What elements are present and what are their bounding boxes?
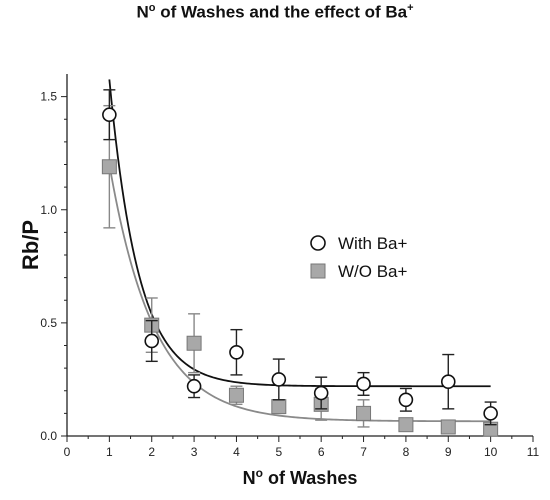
wo-ba-point [228, 387, 244, 403]
y-tick-label: 0.0 [40, 429, 57, 443]
with-ba-point [313, 385, 329, 401]
wo-ba-point [271, 399, 287, 415]
with-ba-point [102, 107, 117, 123]
fit-curve [108, 79, 491, 388]
y-axis-label: Rb/P [18, 219, 43, 271]
fit-curves [108, 79, 491, 423]
x-tick-label: 10 [484, 445, 498, 459]
legend-label: W/O Ba+ [338, 262, 408, 281]
with-ba-point [356, 376, 371, 392]
legend-label: With Ba+ [338, 234, 408, 253]
wo-ba-point [356, 405, 372, 421]
legend-marker-wo-ba [310, 263, 326, 279]
x-tick-label: 1 [106, 445, 113, 459]
x-tick-label: 6 [318, 445, 325, 459]
wo-ba-point [440, 419, 456, 435]
x-tick-label: 5 [275, 445, 282, 459]
wo-ba-point [186, 335, 202, 351]
chart-title: No of Washes and the effect of Ba+ [136, 2, 414, 22]
x-tick-label: 2 [148, 445, 155, 459]
x-tick-label: 11 [527, 445, 540, 459]
with-ba-point [229, 344, 244, 360]
x-tick-label: 9 [445, 445, 452, 459]
fit-curve [108, 164, 491, 423]
y-tick-label: 0.5 [40, 316, 57, 330]
with-ba-point [440, 374, 456, 390]
data-points [101, 89, 499, 437]
with-ba-point [483, 406, 498, 421]
x-tick-label: 4 [233, 445, 240, 459]
x-tick-label: 3 [191, 445, 198, 459]
x-tick-label: 8 [403, 445, 410, 459]
x-tick-label: 0 [64, 445, 71, 459]
y-tick-label: 1.5 [40, 90, 57, 104]
wo-ba-point [101, 159, 117, 175]
axes: 0 1 2 3 4 5 6 7 8 9 10 11 0.0 0.5 1.0 1.5 [40, 74, 540, 459]
with-ba-point [398, 392, 414, 408]
with-ba-point [186, 378, 202, 394]
legend: With Ba+ W/O Ba+ [310, 234, 408, 281]
with-ba-point [144, 333, 160, 349]
wo-ba-point [398, 417, 414, 433]
legend-marker-with-ba [310, 235, 326, 251]
y-tick-label: 1.0 [40, 203, 57, 217]
x-axis-label: No of Washes [242, 466, 358, 488]
with-ba-point [271, 372, 287, 387]
x-tick-label: 7 [360, 445, 367, 459]
